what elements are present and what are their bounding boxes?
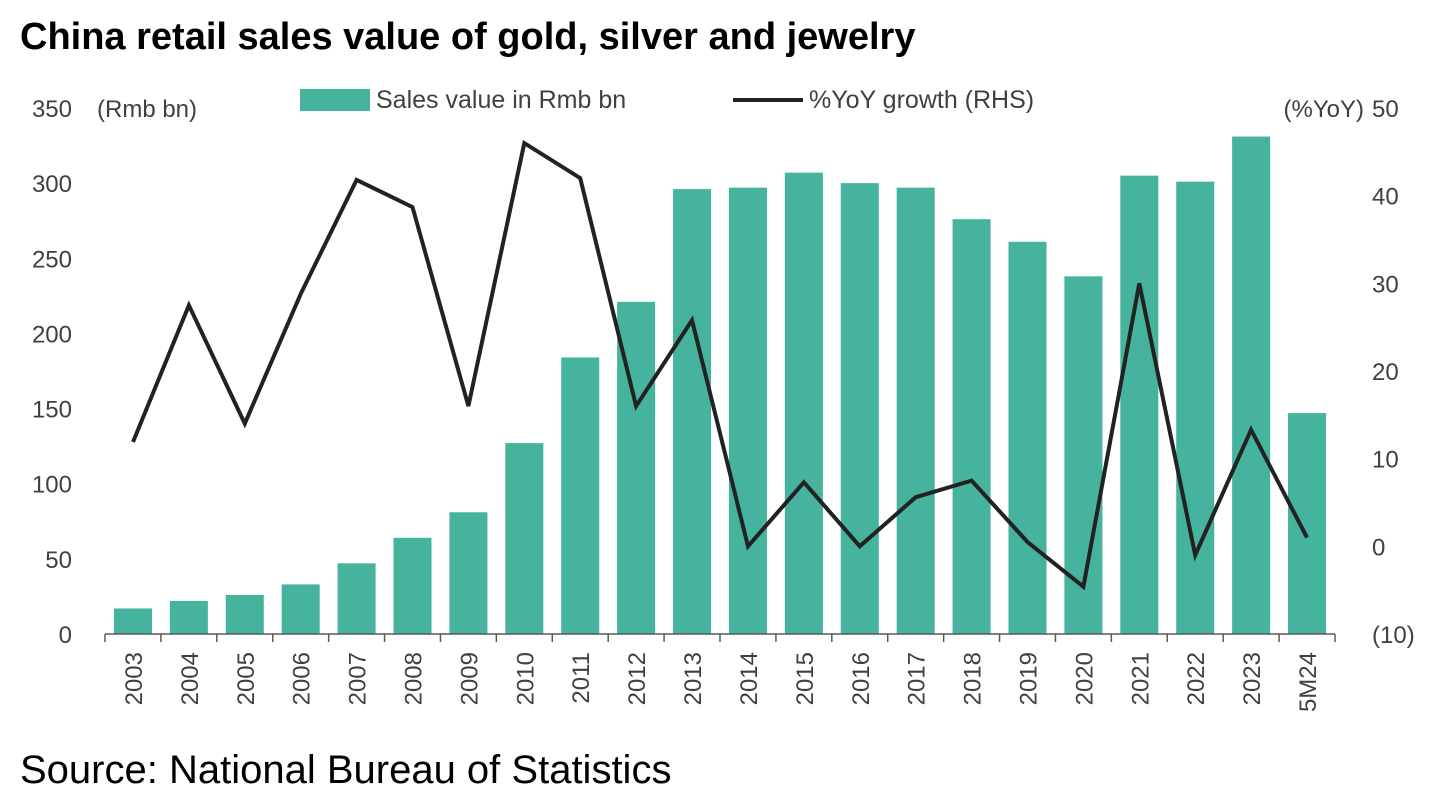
x-axis-label-2023: 2023 xyxy=(1239,652,1266,705)
left-axis-tick-label: 150 xyxy=(32,397,72,424)
bar-2021 xyxy=(1120,175,1159,634)
right-axis-tick-label: 10 xyxy=(1372,447,1399,474)
x-axis-label-2022: 2022 xyxy=(1183,652,1210,705)
bar-2005 xyxy=(225,594,264,634)
legend-bar-label: Sales value in Rmb bn xyxy=(376,86,626,114)
x-axis-label-2011: 2011 xyxy=(568,652,595,704)
legend: Sales value in Rmb bn %YoY growth (RHS) xyxy=(300,86,1034,114)
x-axis-label-2008: 2008 xyxy=(401,652,428,705)
bar-2009 xyxy=(449,512,488,634)
bar-2023 xyxy=(1232,136,1271,634)
right-axis-ticks: (10) 0 10 20 30 40 50 xyxy=(1372,96,1415,649)
bar-2003 xyxy=(113,608,152,634)
bar-5M24 xyxy=(1288,413,1327,634)
left-axis-unit-label: (Rmb bn) xyxy=(97,96,197,123)
x-axis-label-2020: 2020 xyxy=(1071,652,1098,705)
right-axis-tick-label: (10) xyxy=(1372,622,1415,649)
bar-2006 xyxy=(281,584,320,634)
x-axis-label-2017: 2017 xyxy=(904,652,931,705)
left-axis-tick-label: 250 xyxy=(32,246,72,273)
x-axis-label-2009: 2009 xyxy=(456,652,483,705)
right-axis-unit-label: (%YoY) xyxy=(1284,96,1364,123)
x-axis-label-2016: 2016 xyxy=(848,652,875,705)
left-axis-tick-label: 200 xyxy=(32,321,72,348)
left-axis-tick-label: 50 xyxy=(45,547,72,574)
chart-title: China retail sales value of gold, silver… xyxy=(20,16,916,58)
legend-bar-swatch xyxy=(300,89,370,111)
bar-2014 xyxy=(728,187,767,634)
x-axis-labels: 2003 2004 2005 2006 2007 2008 2009 2010 2011 2012… xyxy=(121,652,1322,712)
right-axis-tick-label: 30 xyxy=(1372,271,1399,298)
left-axis-ticks: 0 50 100 150 200 250 300 350 xyxy=(32,96,72,649)
x-axis-label-2014: 2014 xyxy=(736,652,763,705)
bar-2017 xyxy=(896,187,935,634)
x-axis-label-2007: 2007 xyxy=(345,652,372,705)
x-axis-tick-marks xyxy=(104,634,1336,642)
left-axis-tick-label: 0 xyxy=(59,622,72,649)
bar-2011 xyxy=(561,357,600,634)
legend-line-label: %YoY growth (RHS) xyxy=(809,86,1034,114)
left-axis-tick-label: 350 xyxy=(32,96,72,123)
left-axis-tick-label: 100 xyxy=(32,472,72,499)
bar-2022 xyxy=(1176,181,1215,634)
right-axis-tick-label: 40 xyxy=(1372,184,1399,211)
x-axis-label-2018: 2018 xyxy=(960,652,987,705)
right-axis-tick-label: 0 xyxy=(1372,534,1385,561)
bar-2008 xyxy=(393,537,432,634)
bar-2004 xyxy=(169,600,208,634)
bar-2010 xyxy=(505,443,544,634)
left-axis-tick-label: 300 xyxy=(32,171,72,198)
x-axis-label-5M24: 5M24 xyxy=(1295,652,1322,712)
yoy-growth-line xyxy=(131,139,1309,591)
right-axis-tick-label: 50 xyxy=(1372,96,1399,123)
bar-2018 xyxy=(952,219,991,634)
bar-2015 xyxy=(784,172,823,634)
right-axis-tick-label: 20 xyxy=(1372,359,1399,386)
x-axis-label-2021: 2021 xyxy=(1127,652,1154,705)
source-note: Source: National Bureau of Statistics xyxy=(20,748,672,792)
x-axis-label-2012: 2012 xyxy=(624,652,651,705)
bar-2019 xyxy=(1008,241,1047,635)
x-axis-label-2004: 2004 xyxy=(177,652,204,705)
x-axis-label-2006: 2006 xyxy=(289,652,316,705)
x-axis-label-2013: 2013 xyxy=(680,652,707,705)
x-axis-label-2003: 2003 xyxy=(121,652,148,705)
bar-2016 xyxy=(840,183,879,634)
x-axis-label-2019: 2019 xyxy=(1016,652,1043,705)
bar-2007 xyxy=(337,563,376,634)
x-axis-label-2010: 2010 xyxy=(512,652,539,705)
x-axis-label-2005: 2005 xyxy=(233,652,260,705)
bar-series xyxy=(113,136,1327,635)
bar-2013 xyxy=(673,189,712,634)
x-axis-label-2015: 2015 xyxy=(792,652,819,705)
